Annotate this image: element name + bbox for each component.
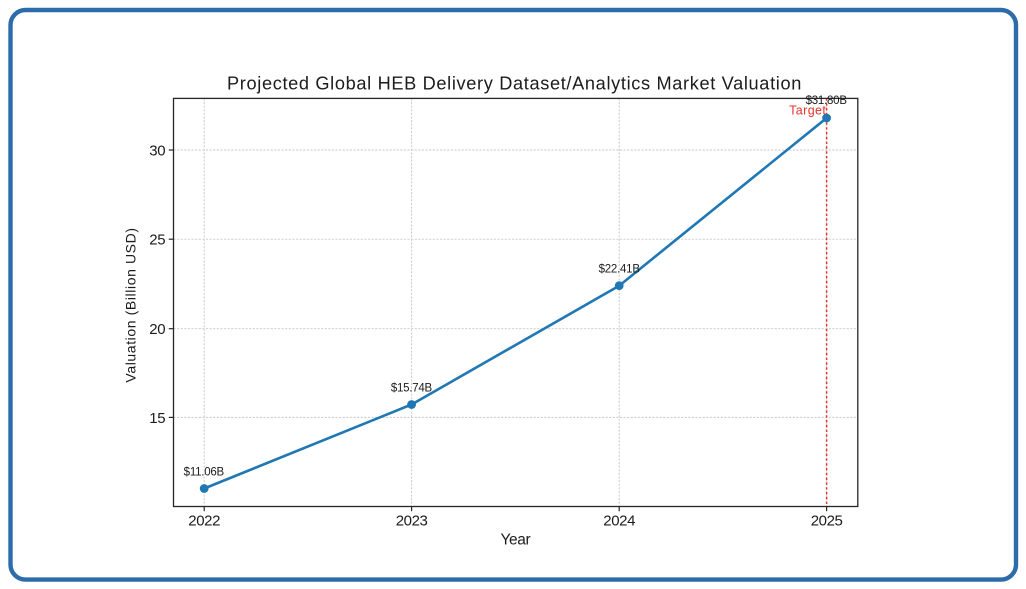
svg-text:2025: 2025 bbox=[811, 513, 843, 530]
svg-text:20: 20 bbox=[149, 321, 165, 338]
svg-text:$15.74B: $15.74B bbox=[391, 383, 433, 395]
svg-text:2024: 2024 bbox=[603, 513, 635, 530]
svg-text:Target: Target bbox=[789, 103, 826, 117]
svg-text:Valuation (Billion USD): Valuation (Billion USD) bbox=[123, 227, 139, 382]
svg-text:Year: Year bbox=[501, 532, 531, 549]
svg-text:Projected Global HEB Delivery: Projected Global HEB Delivery Dataset/An… bbox=[227, 73, 802, 93]
svg-text:$31.80B: $31.80B bbox=[806, 95, 848, 107]
svg-text:2022: 2022 bbox=[188, 513, 220, 530]
svg-text:30: 30 bbox=[149, 142, 165, 159]
svg-text:15: 15 bbox=[149, 410, 165, 427]
svg-text:25: 25 bbox=[149, 232, 165, 249]
svg-text:2023: 2023 bbox=[396, 513, 428, 530]
svg-text:$22.41B: $22.41B bbox=[599, 263, 641, 275]
svg-text:$11.06B: $11.06B bbox=[184, 466, 225, 478]
